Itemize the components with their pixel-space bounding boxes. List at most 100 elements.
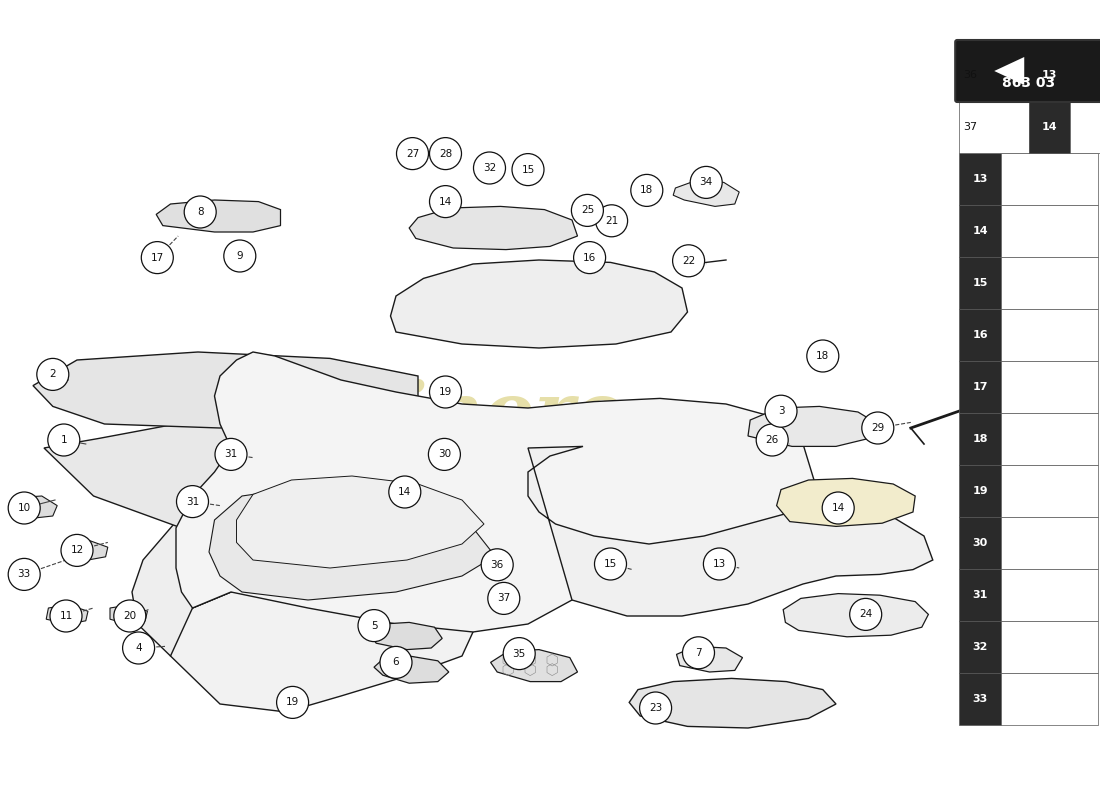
Polygon shape — [491, 650, 578, 682]
Text: 34: 34 — [700, 178, 713, 187]
Text: 14: 14 — [398, 487, 411, 497]
Bar — [959, 361, 1001, 413]
Text: 22: 22 — [682, 256, 695, 266]
Circle shape — [276, 686, 309, 718]
Polygon shape — [777, 478, 915, 526]
Text: 11: 11 — [59, 611, 73, 621]
Circle shape — [756, 424, 789, 456]
Circle shape — [429, 186, 462, 218]
Bar — [959, 621, 1001, 673]
Text: 14: 14 — [439, 197, 452, 206]
Text: 18: 18 — [640, 186, 653, 195]
Text: 33: 33 — [972, 694, 988, 704]
Text: 6: 6 — [393, 658, 399, 667]
Circle shape — [573, 242, 606, 274]
Text: 9: 9 — [236, 251, 243, 261]
Polygon shape — [236, 476, 484, 568]
Circle shape — [682, 637, 715, 669]
Circle shape — [503, 638, 536, 670]
Circle shape — [223, 240, 256, 272]
Bar — [1028, 49, 1070, 101]
Circle shape — [429, 376, 462, 408]
Text: 14: 14 — [972, 226, 988, 236]
Text: 20: 20 — [123, 611, 136, 621]
Text: 21: 21 — [605, 216, 618, 226]
Circle shape — [481, 549, 514, 581]
Text: 3: 3 — [778, 406, 784, 416]
Circle shape — [36, 358, 69, 390]
Polygon shape — [132, 464, 396, 656]
Text: 16: 16 — [583, 253, 596, 262]
Text: 14: 14 — [1042, 122, 1057, 132]
Polygon shape — [46, 605, 88, 624]
Bar — [1001, 569, 1098, 621]
Text: 31: 31 — [186, 497, 199, 506]
Text: 10: 10 — [18, 503, 31, 513]
Text: 2: 2 — [50, 370, 56, 379]
Polygon shape — [783, 594, 928, 637]
Circle shape — [379, 646, 412, 678]
Text: 17: 17 — [151, 253, 164, 262]
Bar — [1001, 621, 1098, 673]
Polygon shape — [176, 352, 814, 632]
Text: 15: 15 — [604, 559, 617, 569]
Circle shape — [806, 340, 839, 372]
Text: 29: 29 — [871, 423, 884, 433]
FancyBboxPatch shape — [955, 40, 1100, 102]
Circle shape — [672, 245, 705, 277]
Polygon shape — [390, 260, 688, 348]
Text: 8: 8 — [197, 207, 204, 217]
Polygon shape — [409, 206, 578, 250]
Circle shape — [358, 610, 390, 642]
Text: 30: 30 — [972, 538, 988, 548]
Circle shape — [690, 166, 723, 198]
Bar — [959, 101, 1028, 153]
Circle shape — [849, 598, 882, 630]
Polygon shape — [994, 57, 1024, 85]
Polygon shape — [11, 496, 57, 518]
Polygon shape — [748, 406, 878, 446]
Text: 37: 37 — [497, 594, 510, 603]
Bar — [1070, 101, 1100, 153]
Circle shape — [473, 152, 506, 184]
Polygon shape — [374, 656, 449, 683]
Text: 15: 15 — [972, 278, 988, 288]
Circle shape — [60, 534, 94, 566]
Text: 5: 5 — [371, 621, 377, 630]
Text: 16: 16 — [972, 330, 988, 340]
Text: 32: 32 — [972, 642, 988, 652]
Bar — [1001, 153, 1098, 205]
Circle shape — [429, 138, 462, 170]
Text: 31: 31 — [224, 450, 238, 459]
Bar — [1001, 413, 1098, 465]
Bar — [959, 517, 1001, 569]
Bar — [1070, 49, 1100, 101]
Text: 7: 7 — [695, 648, 702, 658]
Circle shape — [184, 196, 217, 228]
Text: 19: 19 — [439, 387, 452, 397]
Circle shape — [594, 548, 627, 580]
Text: 33: 33 — [18, 570, 31, 579]
Text: 32: 32 — [483, 163, 496, 173]
Circle shape — [595, 205, 628, 237]
Text: 1: 1 — [60, 435, 67, 445]
Circle shape — [122, 632, 155, 664]
Polygon shape — [66, 541, 108, 560]
Text: 13: 13 — [713, 559, 726, 569]
Bar — [959, 257, 1001, 309]
Circle shape — [571, 194, 604, 226]
Text: 4: 4 — [135, 643, 142, 653]
Text: 14: 14 — [832, 503, 845, 513]
Text: 27: 27 — [406, 149, 419, 158]
Circle shape — [703, 548, 736, 580]
Text: 13: 13 — [1042, 70, 1057, 80]
Circle shape — [428, 438, 461, 470]
Circle shape — [214, 438, 248, 470]
Circle shape — [176, 486, 209, 518]
Circle shape — [487, 582, 520, 614]
Polygon shape — [44, 420, 363, 528]
Text: 26: 26 — [766, 435, 779, 445]
Bar — [1001, 257, 1098, 309]
Bar — [1001, 673, 1098, 725]
Circle shape — [822, 492, 855, 524]
